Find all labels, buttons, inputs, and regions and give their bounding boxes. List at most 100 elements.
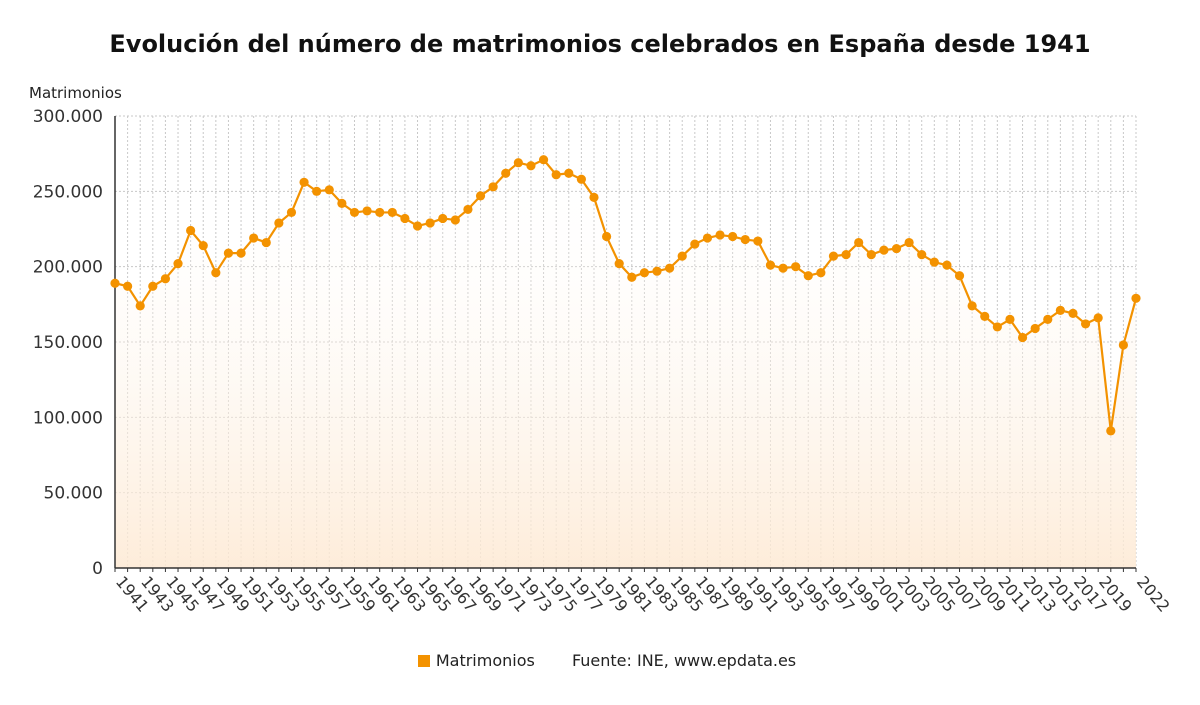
data-point[interactable] <box>400 213 410 224</box>
data-point[interactable] <box>665 263 675 273</box>
data-point[interactable] <box>186 225 196 236</box>
y-tick-label: 200.000 <box>33 258 103 278</box>
legend-item-matrimonios[interactable]: Matrimonios <box>417 651 535 670</box>
data-point[interactable] <box>765 260 776 270</box>
data-point[interactable] <box>1068 308 1078 318</box>
data-point[interactable] <box>438 213 448 224</box>
data-point[interactable] <box>1043 314 1053 324</box>
data-point[interactable] <box>211 268 221 278</box>
data-point[interactable] <box>917 250 927 260</box>
data-point[interactable] <box>110 278 120 288</box>
data-point[interactable] <box>728 231 738 242</box>
data-point[interactable] <box>753 236 763 246</box>
data-point[interactable] <box>589 192 599 202</box>
y-axis-label: Matrimonios <box>29 84 122 102</box>
data-point[interactable] <box>879 245 889 255</box>
data-point[interactable] <box>564 168 574 178</box>
data-point[interactable] <box>299 177 309 187</box>
data-point[interactable] <box>627 272 637 282</box>
data-point[interactable] <box>1055 305 1065 315</box>
data-point[interactable] <box>173 259 183 269</box>
data-point[interactable] <box>425 218 435 228</box>
x-tick-labels: 1941194319451947194919511953195519571959… <box>112 572 1174 615</box>
data-point[interactable] <box>904 237 914 248</box>
data-point[interactable] <box>160 274 171 284</box>
data-point[interactable] <box>551 170 561 180</box>
data-point[interactable] <box>576 174 586 184</box>
data-point[interactable] <box>866 250 876 260</box>
data-point[interactable] <box>778 263 788 273</box>
data-point[interactable] <box>337 198 347 208</box>
area-fill <box>115 159 1136 568</box>
data-point[interactable] <box>463 204 473 215</box>
data-point[interactable] <box>828 251 839 261</box>
data-point[interactable] <box>312 186 322 196</box>
series-area <box>115 159 1136 568</box>
data-point[interactable] <box>929 257 939 267</box>
data-point[interactable] <box>854 237 864 248</box>
data-point[interactable] <box>740 234 750 245</box>
data-point[interactable] <box>614 259 624 269</box>
data-point[interactable] <box>891 243 902 254</box>
series-points <box>110 155 1141 436</box>
data-point[interactable] <box>702 233 713 243</box>
data-point[interactable] <box>475 191 486 201</box>
data-point[interactable] <box>286 207 297 218</box>
legend-swatch <box>417 655 430 667</box>
data-point[interactable] <box>1093 313 1103 323</box>
data-point[interactable] <box>135 301 145 311</box>
data-point[interactable] <box>223 248 234 258</box>
data-point[interactable] <box>816 268 826 278</box>
y-tick-label: 250.000 <box>33 182 103 202</box>
data-point[interactable] <box>349 207 360 218</box>
data-point[interactable] <box>412 221 423 231</box>
data-point[interactable] <box>148 281 158 291</box>
data-point[interactable] <box>249 233 259 243</box>
data-point[interactable] <box>1106 426 1116 436</box>
data-point[interactable] <box>274 218 284 228</box>
source-label: Fuente: INE, www.epdata.es <box>571 651 797 670</box>
data-point[interactable] <box>375 207 385 218</box>
data-point[interactable] <box>803 271 813 281</box>
y-tick-label: 50.000 <box>44 484 103 504</box>
data-point[interactable] <box>1017 332 1028 343</box>
data-point[interactable] <box>690 239 700 249</box>
series-line-matrimonios <box>114 158 1138 432</box>
data-point[interactable] <box>198 240 208 251</box>
data-point[interactable] <box>980 311 990 321</box>
data-point[interactable] <box>967 301 977 311</box>
axes <box>114 116 1137 572</box>
data-point[interactable] <box>677 251 687 261</box>
data-point[interactable] <box>715 230 725 240</box>
data-point[interactable] <box>261 237 271 248</box>
y-tick-label: 0 <box>92 559 103 579</box>
data-point[interactable] <box>236 248 246 258</box>
y-tick-label: 150.000 <box>33 333 103 353</box>
data-point[interactable] <box>652 266 662 276</box>
data-point[interactable] <box>1080 319 1091 329</box>
data-point[interactable] <box>538 155 549 165</box>
data-point[interactable] <box>1030 323 1040 334</box>
data-point[interactable] <box>526 161 536 171</box>
y-tick-label: 300.000 <box>33 107 103 127</box>
data-point[interactable] <box>992 322 1002 332</box>
data-point[interactable] <box>488 182 498 192</box>
data-point[interactable] <box>841 250 851 260</box>
data-point[interactable] <box>954 271 965 281</box>
data-point[interactable] <box>1118 340 1128 350</box>
data-point[interactable] <box>1131 293 1141 303</box>
data-point[interactable] <box>1005 314 1015 324</box>
legend: Matrimonios Fuente: INE, www.epdata.es <box>0 651 1200 670</box>
data-point[interactable] <box>513 158 523 168</box>
y-tick-labels: 0 50.000 100.000 150.000 200.000 250.000 300.0… <box>33 107 103 579</box>
data-point[interactable] <box>601 231 612 242</box>
data-point[interactable] <box>450 215 460 225</box>
data-point[interactable] <box>387 207 397 218</box>
data-point[interactable] <box>362 206 372 216</box>
data-point[interactable] <box>123 281 133 291</box>
data-point[interactable] <box>501 168 511 178</box>
data-point[interactable] <box>942 260 952 270</box>
data-point[interactable] <box>791 262 801 272</box>
data-point[interactable] <box>639 268 650 278</box>
data-point[interactable] <box>324 185 334 195</box>
